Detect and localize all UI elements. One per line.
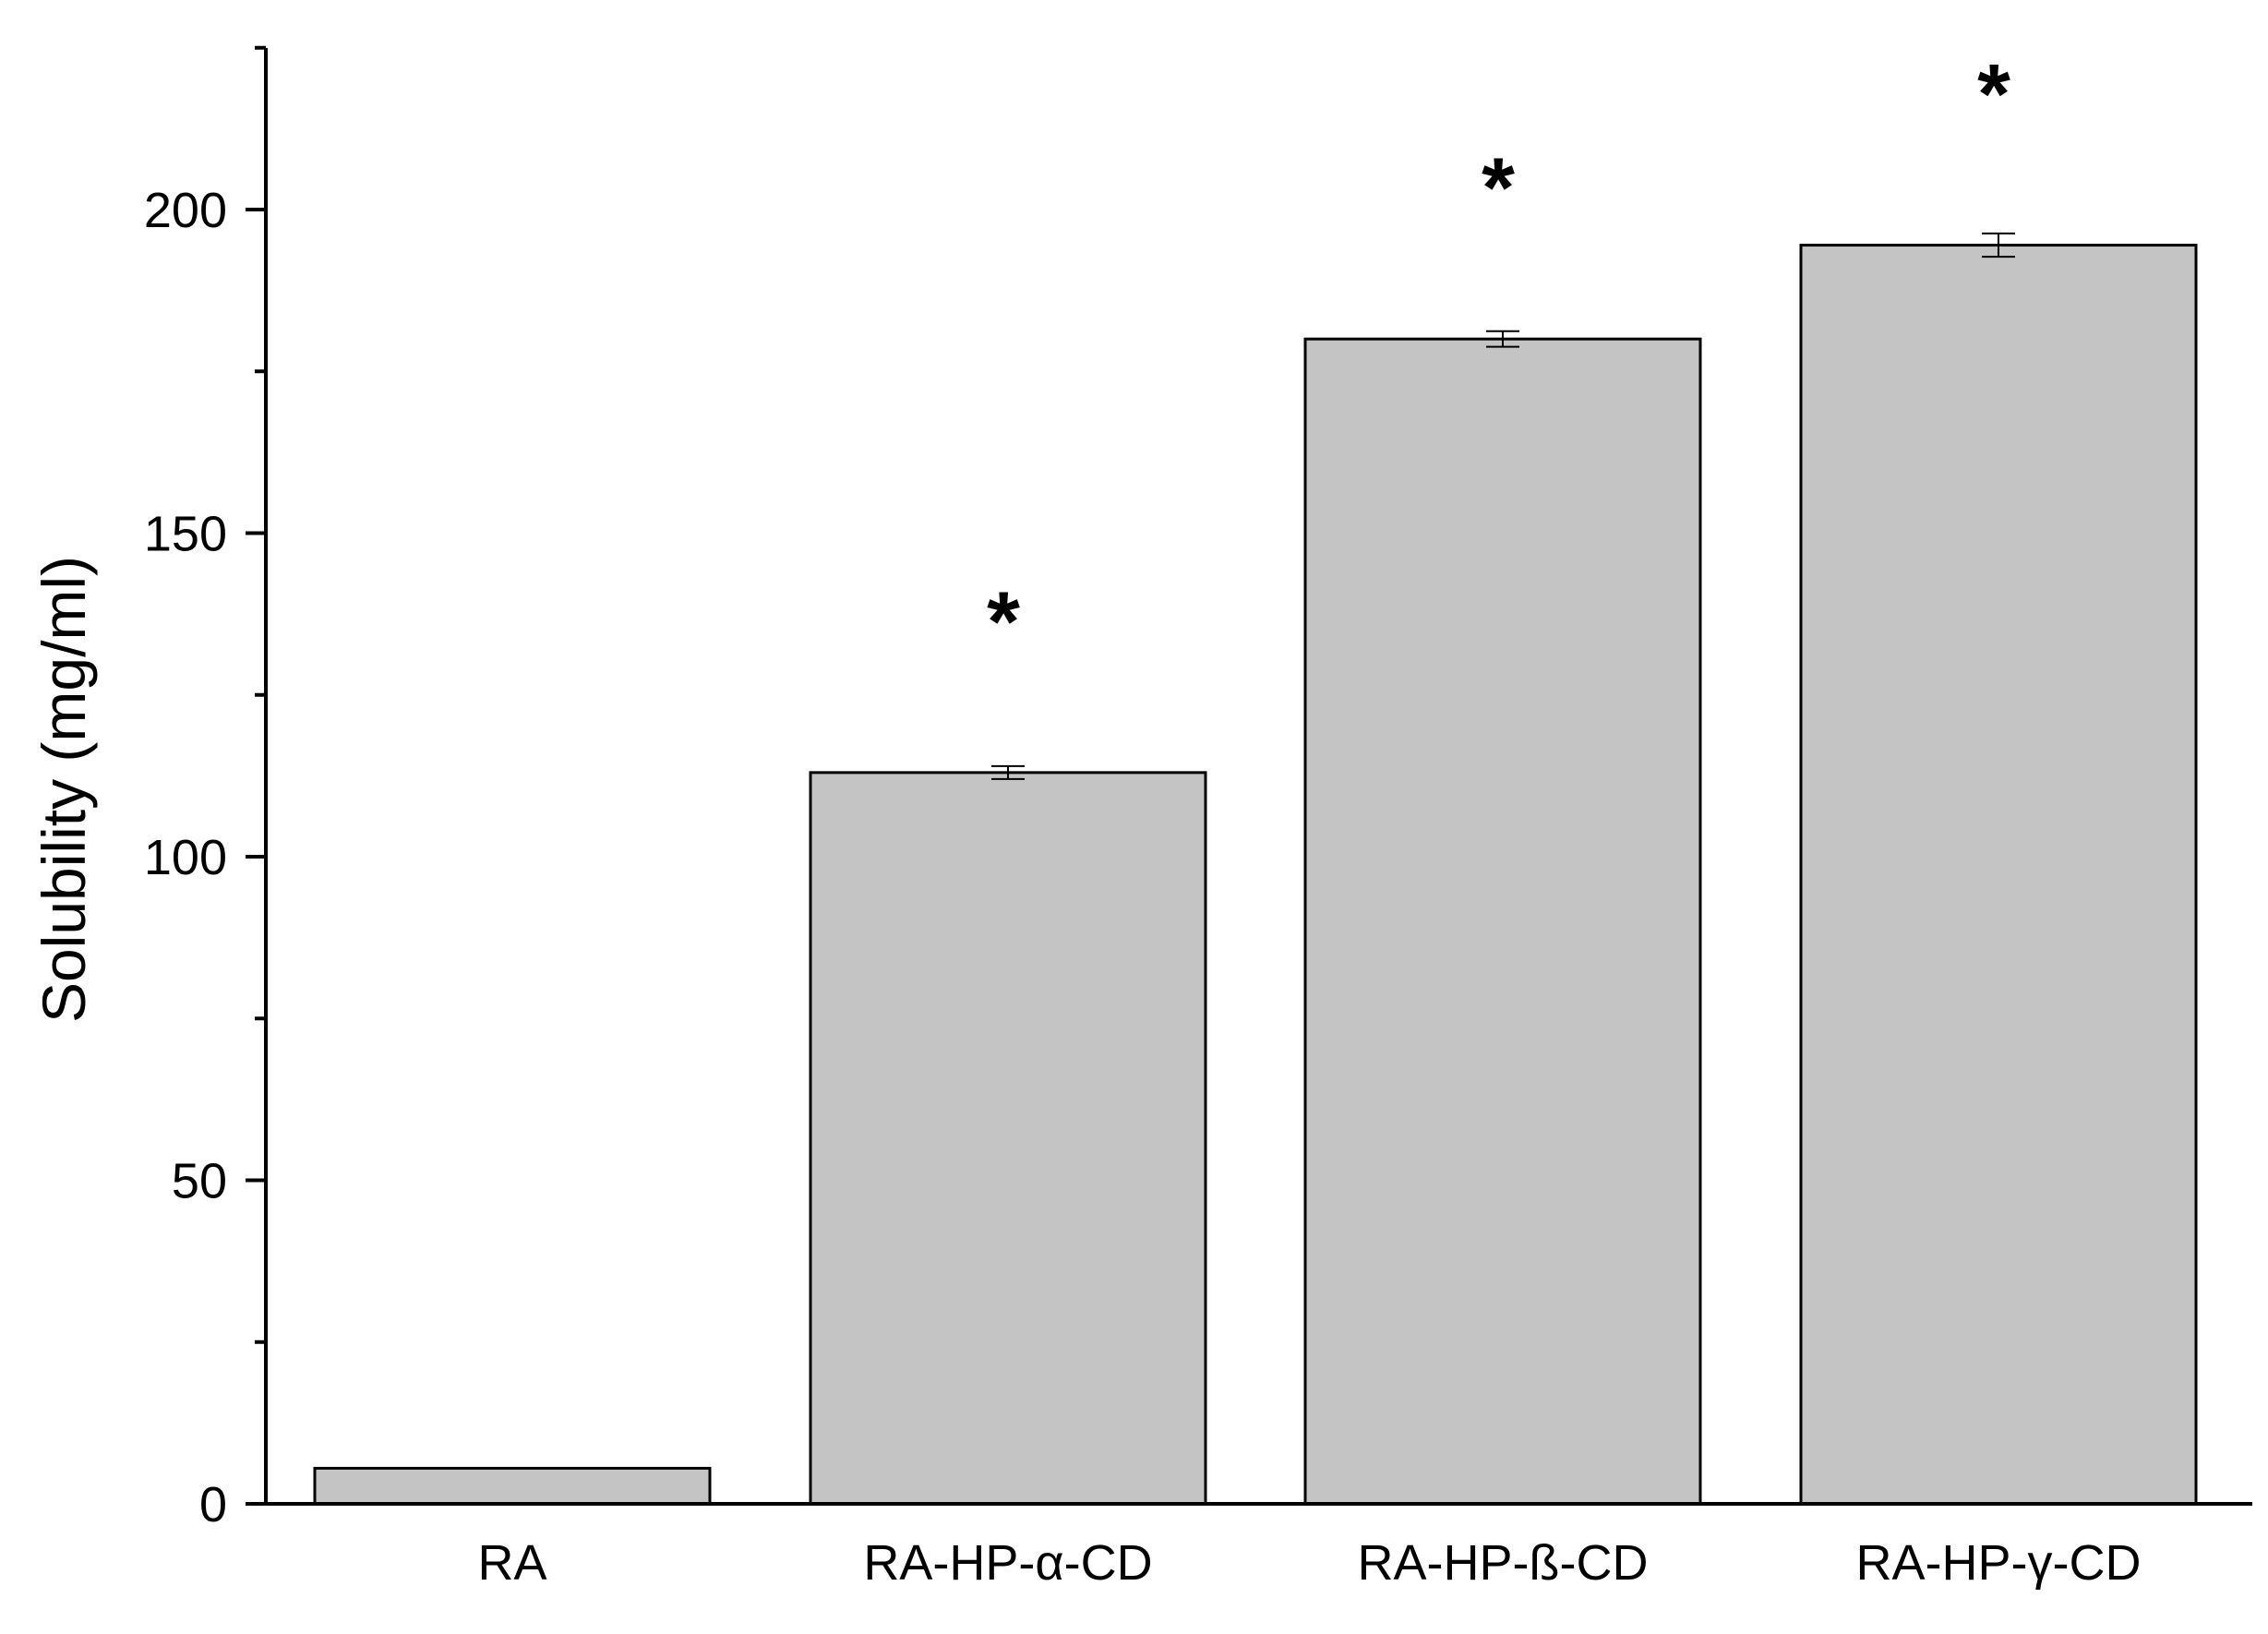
bar-1 [809, 771, 1207, 1506]
error-bar-1 [991, 764, 1025, 780]
error-bar-3 [1982, 232, 2015, 258]
x-tick-label-0: RA [477, 1535, 546, 1591]
y-tick-label-2: 100 [144, 830, 227, 885]
bar-0 [313, 1466, 712, 1506]
x-tick-label-1: RA-HP-α-CD [863, 1535, 1152, 1591]
error-bar-2 [1486, 330, 1519, 348]
y-tick-label-0: 0 [199, 1477, 227, 1532]
significance-marker-3: * [1977, 48, 2010, 142]
x-tick-label-3: RA-HP-γ-CD [1856, 1535, 2142, 1591]
y-tick-label-4: 200 [144, 183, 227, 238]
axes-layer: RA RA-HP-α-CD RA-HP-ß-CD RA-HP-γ-CD 0 50 100 15… [144, 45, 2252, 1591]
significance-marker-2: * [1482, 141, 1515, 235]
significance-marker-1: * [987, 575, 1020, 669]
y-axis-label: Solubility (mg/ml) [30, 556, 98, 1023]
y-tick-label-1: 50 [172, 1154, 227, 1209]
x-tick-label-2: RA-HP-ß-CD [1358, 1535, 1649, 1591]
bars-layer: * * * [313, 48, 2198, 1506]
bar-3 [1799, 244, 2198, 1506]
y-tick-label-3: 150 [144, 507, 227, 562]
bar-2 [1303, 337, 1702, 1506]
